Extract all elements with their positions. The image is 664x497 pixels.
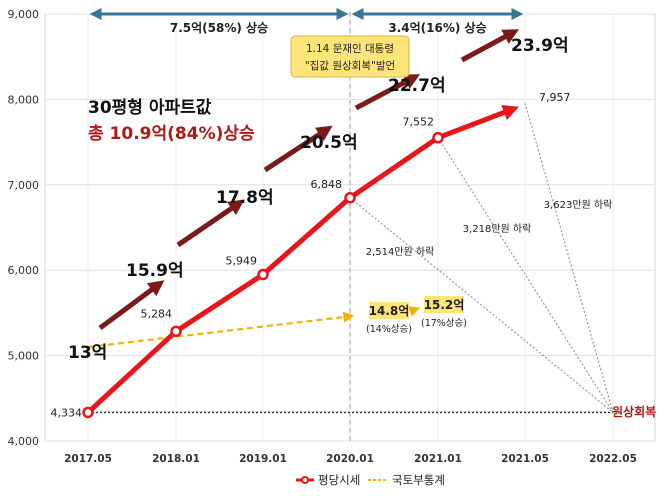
price-tag: 17.8억 — [216, 188, 274, 208]
price-tags: 13억 15.9억 17.8억 20.5억 22.7억 23.9억 — [68, 29, 569, 363]
price-arrow — [98, 280, 165, 331]
drop-lines: 2,514만원 하락 3,218만원 하락 3,623만원 하락 — [88, 102, 614, 414]
price-series: 4,334 5,284 5,949 6,848 7,552 7,957 — [51, 91, 571, 419]
price-tag: 13억 — [68, 343, 107, 363]
y-tick-label: 8,000 — [8, 93, 40, 106]
price-arrow — [460, 29, 520, 63]
survey-label-box — [369, 302, 409, 319]
y-tick-label: 7,000 — [8, 179, 40, 192]
x-tick-label: 2020.01 — [326, 453, 374, 465]
survey-sublabel: (17%상승) — [421, 318, 467, 329]
price-arrow — [263, 125, 333, 173]
price-tag: 23.9억 — [511, 36, 569, 56]
data-point — [432, 131, 444, 144]
y-tick-label: 6,000 — [8, 264, 40, 277]
drop-label: 2,514만원 하락 — [366, 245, 435, 258]
headline: 30평형 아파트값 총 10.9억(84%)상승 — [88, 97, 255, 144]
x-tick-label: 2021.05 — [501, 453, 549, 465]
y-tick-label: 9,000 — [8, 8, 40, 21]
data-label: 5,949 — [226, 255, 258, 268]
x-axis: 2017.05 2018.01 2019.01 2020.01 2021.01 2021.… — [64, 453, 637, 465]
survey-series: 14.8억 (14%상승) 15.2억 (17%상승) — [87, 296, 467, 349]
data-label: 4,334 — [51, 406, 83, 419]
survey-label: 15.2억 — [424, 298, 465, 312]
survey-sublabel: (14%상승) — [366, 324, 412, 335]
legend-marker-price — [301, 476, 309, 484]
y-tick-label: 5,000 — [8, 350, 40, 363]
data-point — [82, 406, 94, 419]
data-label: 6,848 — [311, 178, 343, 191]
survey-label: 14.8억 — [369, 304, 410, 318]
x-tick-label: 2017.05 — [64, 453, 112, 465]
survey-line — [87, 311, 355, 349]
headline-line1: 30평형 아파트값 — [88, 97, 212, 118]
range-arrows: 7.5억(58%) 상승 3.4억(16%) 상승 — [89, 8, 524, 441]
data-label: 5,284 — [141, 307, 173, 320]
survey-label-box — [424, 296, 464, 313]
price-arrow — [354, 74, 421, 111]
x-tick-label: 2018.01 — [152, 453, 200, 465]
legend: 평당시세 국토부통계 — [296, 473, 445, 487]
drop-line — [524, 102, 614, 413]
x-tick-label: 2019.01 — [239, 453, 287, 465]
gridlines — [44, 13, 656, 442]
callout-line2: "집값 원상회복"발언 — [305, 60, 395, 72]
event-callout: 1.14 문재인 대통령 "집값 원상회복"발언 — [290, 35, 410, 78]
price-arrow — [176, 199, 245, 248]
legend-label-price: 평당시세 — [318, 473, 360, 487]
data-point — [257, 268, 269, 281]
drop-line — [349, 197, 614, 413]
data-label: 7,552 — [403, 116, 435, 129]
x-tick-label: 2021.01 — [414, 453, 462, 465]
price-tag: 22.7억 — [388, 76, 446, 96]
callout-box — [290, 35, 410, 78]
data-point — [344, 192, 356, 204]
legend-label-survey: 국토부통계 — [392, 473, 445, 487]
price-tag: 15.9억 — [126, 261, 184, 281]
y-tick-label: 4,000 — [8, 435, 40, 448]
data-label: 7,957 — [539, 91, 571, 104]
drop-label: 3,623만원 하락 — [544, 198, 613, 211]
x-tick-label: 2022.05 — [589, 453, 637, 465]
range-label: 7.5억(58%) 상승 — [170, 20, 268, 35]
headline-line2: 총 10.9억(84%)상승 — [88, 124, 255, 144]
data-point — [170, 325, 182, 338]
drop-label: 3,218만원 하락 — [463, 222, 532, 235]
callout-line1: 1.14 문재인 대통령 — [306, 43, 394, 55]
series-line — [86, 105, 519, 415]
y-axis: 4,000 5,000 6,000 7,000 8,000 9,000 — [8, 8, 40, 448]
price-tag: 20.5억 — [300, 133, 358, 153]
range-label: 3.4억(16%) 상승 — [388, 20, 486, 35]
restore-label: 원상회복 — [612, 404, 656, 419]
